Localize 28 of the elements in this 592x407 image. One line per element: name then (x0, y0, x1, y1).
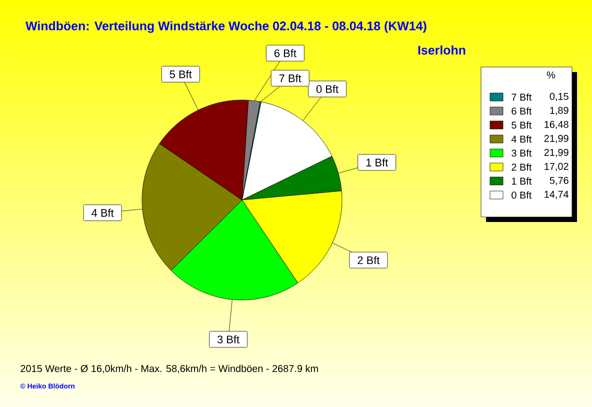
slice-label: 7 Bft (279, 74, 302, 82)
slice-label: 3 Bft (217, 335, 240, 344)
data-label: 5,76 (550, 176, 568, 186)
slice-label: 1 Bft (366, 158, 388, 166)
legend-label: 2 Bft (512, 163, 532, 171)
chart-subtitle: Iserlohn (418, 45, 466, 55)
data-label: 21,99 (544, 134, 568, 144)
data-label: 14,74 (544, 190, 569, 200)
data-label: 1,89 (550, 106, 568, 116)
slice-label: 6 Bft (274, 49, 296, 58)
legend-title: % (546, 72, 556, 78)
legend-label: 1 Bft (512, 177, 532, 185)
slice-label: 4 Bft (92, 208, 114, 217)
data-label: 17,02 (544, 162, 568, 172)
legend-label: 0 Bft (512, 191, 532, 199)
data-label: 16,48 (544, 120, 568, 130)
legend-label: 5 Bft (512, 121, 532, 129)
data-label: 21,99 (544, 148, 568, 158)
data-label: 0,15 (550, 92, 568, 102)
text: 2015 Werte - Ø 16,0km/h - Max. 58,6km/h = Windböen - 2687.9 km (20, 364, 318, 374)
legend-label: 6 Bft (512, 107, 532, 115)
slice-label: 2 Bft (358, 256, 380, 264)
slice-label: 0 Bft (316, 84, 338, 93)
legend-label: 3 Bft (512, 149, 532, 157)
slice-label: 5 Bft (170, 70, 192, 78)
chart-title: Windböen: Verteilung Windstärke Woche 02.04.18 - 08.04.18 (KW14) (26, 21, 426, 33)
legend-label: 7 Bft (512, 93, 532, 101)
legend-label: 4 Bft (511, 135, 532, 143)
